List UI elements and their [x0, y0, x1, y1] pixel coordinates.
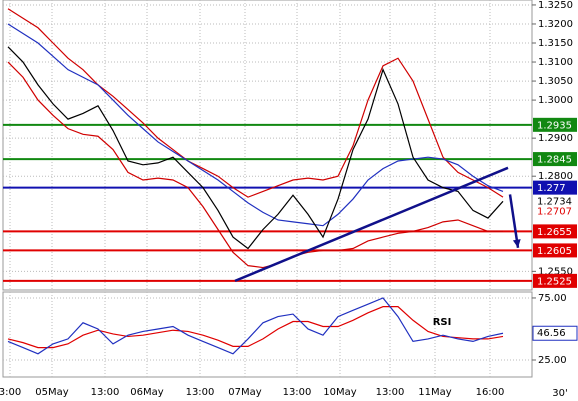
price-label: 1.2734	[537, 196, 572, 207]
y-tick-label: 1.2900	[538, 133, 573, 144]
rsi-panel	[2, 291, 533, 378]
rsi-value-box	[532, 325, 578, 341]
y-tick-label: 75.00	[538, 293, 567, 304]
level-label-box	[533, 224, 577, 239]
rsi-value-label: 46.56	[537, 328, 566, 339]
level-label-box	[533, 180, 577, 195]
x-tick-label: 13:00	[283, 387, 312, 398]
level-label: 1.277	[537, 183, 566, 194]
level-label-box	[533, 117, 577, 132]
x-tick-label: 11May	[418, 387, 451, 398]
level-label: 1.2525	[537, 276, 572, 287]
y-tick-label: 1.3050	[538, 76, 573, 87]
y-tick-label: 1.3100	[538, 57, 573, 68]
level-label: 1.2845	[537, 155, 572, 166]
x-tick-label: 06May	[130, 387, 163, 398]
trendline	[234, 166, 509, 283]
x-tick-label: 3:00	[0, 387, 21, 398]
y-tick-label: 1.2550	[538, 266, 573, 277]
price-label: 1.2707	[537, 207, 572, 218]
price-panel	[2, 0, 533, 291]
timeframe: 30'	[552, 388, 567, 399]
level-label: 1.2935	[537, 120, 572, 131]
series-line	[7, 297, 504, 355]
series-line	[7, 306, 504, 349]
level-label-box	[533, 243, 577, 258]
x-tick-label: 13:00	[186, 387, 215, 398]
arrow-head	[512, 239, 521, 248]
x-tick-label: 07May	[228, 387, 261, 398]
x-tick-label: 05May	[35, 387, 68, 398]
series-line	[7, 46, 504, 250]
rsi-label: RSI	[433, 317, 452, 328]
y-tick-label: 1.3200	[538, 19, 573, 30]
price-label-box	[533, 195, 577, 208]
series-line	[7, 23, 504, 227]
x-tick-label: 13:00	[91, 387, 120, 398]
y-tick-label: 1.3000	[538, 95, 573, 106]
arrow	[508, 194, 520, 248]
y-tick-label: 25.00	[538, 355, 567, 366]
y-tick-label: 1.3250	[538, 0, 573, 11]
y-tick-label: 1.2800	[538, 171, 573, 182]
price-label-box	[533, 205, 577, 218]
x-tick-label: 16:00	[476, 387, 505, 398]
x-tick-label: 10May	[323, 387, 356, 398]
series-line	[7, 8, 504, 198]
level-label: 1.2605	[537, 246, 572, 257]
level-label-box	[533, 152, 577, 167]
level-label: 1.2655	[537, 227, 572, 238]
y-tick-label: 1.3150	[538, 38, 573, 49]
series-line	[7, 61, 503, 269]
level-label-box	[533, 273, 577, 288]
x-tick-label: 13:00	[376, 387, 405, 398]
